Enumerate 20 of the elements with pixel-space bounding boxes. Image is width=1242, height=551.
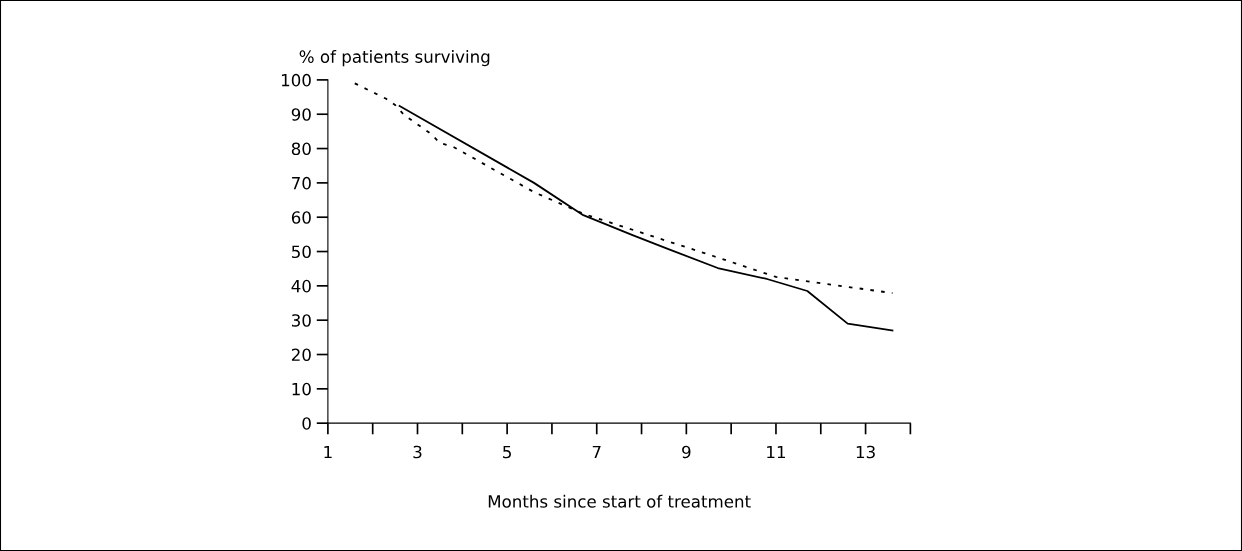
x-tick-label: 5 bbox=[503, 445, 511, 459]
y-tick-label: 100 bbox=[281, 73, 311, 87]
y-tick-label: 40 bbox=[291, 279, 311, 293]
y-tick-label: 0 bbox=[302, 417, 311, 430]
y-tick-label: 60 bbox=[291, 211, 311, 224]
y-tick-label: 20 bbox=[291, 348, 311, 362]
y-tick-label: 30 bbox=[291, 314, 311, 327]
y-tick-label: 10 bbox=[292, 382, 311, 396]
x-tick-label: 3 bbox=[413, 445, 422, 459]
y-tick-label: 70 bbox=[292, 176, 311, 190]
y-tick-label: 90 bbox=[291, 108, 311, 121]
x-axis-title: Months since start of treatment bbox=[488, 494, 751, 508]
x-tick-label: 9 bbox=[682, 445, 691, 459]
y-tick-label: 80 bbox=[291, 142, 311, 156]
x-tick-label: 7 bbox=[592, 445, 601, 459]
x-tick-label: 13 bbox=[856, 445, 875, 459]
y-axis-title: % of patients surviving bbox=[299, 50, 490, 67]
y-tick-label: 50 bbox=[291, 245, 311, 259]
x-tick-label: 11 bbox=[767, 445, 786, 459]
x-tick-label: 1 bbox=[324, 445, 332, 459]
